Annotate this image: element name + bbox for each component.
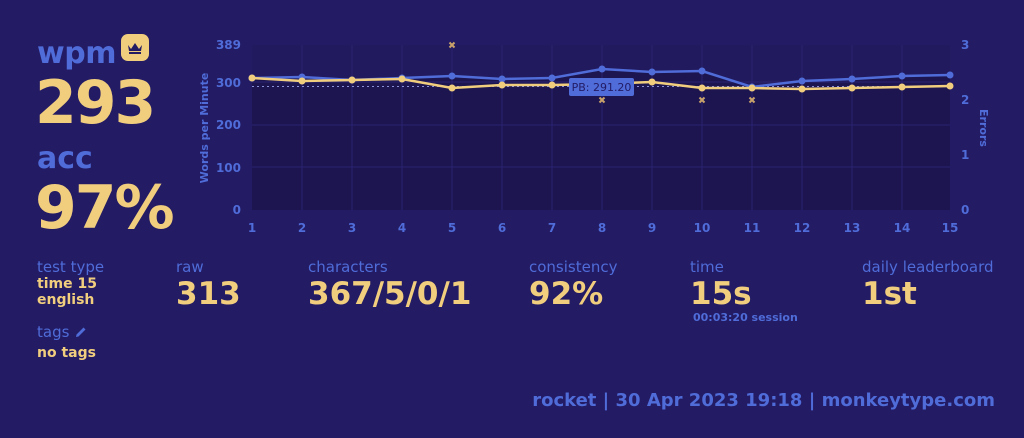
svg-text:3: 3 xyxy=(961,38,969,52)
error-markers xyxy=(448,41,756,104)
svg-text:389: 389 xyxy=(216,38,241,52)
leaderboard-label: daily leaderboard xyxy=(862,258,994,276)
tags-value: no tags xyxy=(37,345,96,361)
characters-value[interactable]: 367/5/0/1 xyxy=(308,276,472,312)
tags-label: tags xyxy=(37,323,70,341)
raw-label: raw xyxy=(176,258,204,276)
svg-text:4: 4 xyxy=(398,221,406,235)
pb-annotation xyxy=(569,78,634,96)
test-type-mode: time 15 xyxy=(37,276,97,292)
wpm-label: wpm xyxy=(37,36,116,71)
svg-text:2: 2 xyxy=(961,93,969,107)
svg-text:6: 6 xyxy=(498,221,506,235)
svg-text:11: 11 xyxy=(744,221,761,235)
y-axis-title: Words per Minute xyxy=(198,73,211,184)
svg-text:10: 10 xyxy=(694,221,711,235)
consistency-value[interactable]: 92% xyxy=(529,276,604,312)
crown-icon[interactable] xyxy=(121,34,149,61)
pb-annotation-label: PB: 291.20 xyxy=(572,81,632,94)
wpm-points xyxy=(248,74,954,93)
time-label: time xyxy=(690,258,724,276)
svg-text:13: 13 xyxy=(844,221,861,235)
svg-text:200: 200 xyxy=(216,118,241,132)
svg-text:9: 9 xyxy=(648,221,656,235)
svg-text:8: 8 xyxy=(598,221,606,235)
leaderboard-value[interactable]: 1st xyxy=(862,276,917,312)
svg-text:5: 5 xyxy=(448,221,456,235)
svg-text:1: 1 xyxy=(248,221,256,235)
acc-value: 97% xyxy=(35,173,175,243)
svg-text:0: 0 xyxy=(961,203,969,217)
y-axis-right: 3 2 1 0 xyxy=(961,38,969,217)
svg-text:3: 3 xyxy=(348,221,356,235)
svg-text:1: 1 xyxy=(961,148,969,162)
svg-text:2: 2 xyxy=(298,221,306,235)
acc-label: acc xyxy=(37,141,93,176)
svg-text:12: 12 xyxy=(794,221,811,235)
pencil-icon[interactable] xyxy=(75,326,87,338)
raw-fill xyxy=(252,69,950,210)
svg-text:0: 0 xyxy=(233,203,241,217)
svg-text:300: 300 xyxy=(216,76,241,90)
svg-text:15: 15 xyxy=(942,221,959,235)
y2-axis-title: Errors xyxy=(977,109,990,147)
time-value[interactable]: 15s xyxy=(690,276,752,312)
y-axis-left: 389 300 200 100 0 xyxy=(216,38,241,217)
wpm-value: 293 xyxy=(35,68,156,138)
svg-text:7: 7 xyxy=(548,221,556,235)
consistency-label: consistency xyxy=(529,258,618,276)
footer-watermark: rocket | 30 Apr 2023 19:18 | monkeytype.… xyxy=(532,390,995,411)
characters-label: characters xyxy=(308,258,388,276)
raw-value: 313 xyxy=(176,276,241,312)
test-type-label: test type xyxy=(37,258,105,276)
session-time: 00:03:20 session xyxy=(693,311,798,324)
svg-text:14: 14 xyxy=(894,221,911,235)
svg-text:100: 100 xyxy=(216,161,241,175)
test-type-language: english xyxy=(37,292,95,308)
